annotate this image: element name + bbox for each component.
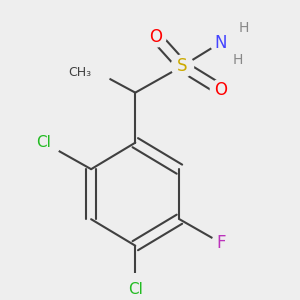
- Circle shape: [119, 274, 152, 300]
- Circle shape: [146, 26, 166, 47]
- Text: Cl: Cl: [128, 282, 143, 297]
- Text: S: S: [177, 57, 188, 75]
- Text: Cl: Cl: [37, 135, 52, 150]
- Text: N: N: [214, 34, 227, 52]
- Text: O: O: [214, 81, 227, 99]
- Text: H: H: [233, 53, 244, 67]
- Circle shape: [210, 32, 231, 53]
- Circle shape: [28, 127, 60, 159]
- Circle shape: [171, 55, 194, 77]
- Text: O: O: [149, 28, 162, 46]
- Circle shape: [212, 234, 230, 252]
- Text: H: H: [239, 21, 249, 35]
- Text: F: F: [216, 234, 225, 252]
- Circle shape: [78, 56, 110, 88]
- Circle shape: [210, 80, 231, 100]
- Text: CH₃: CH₃: [68, 65, 91, 79]
